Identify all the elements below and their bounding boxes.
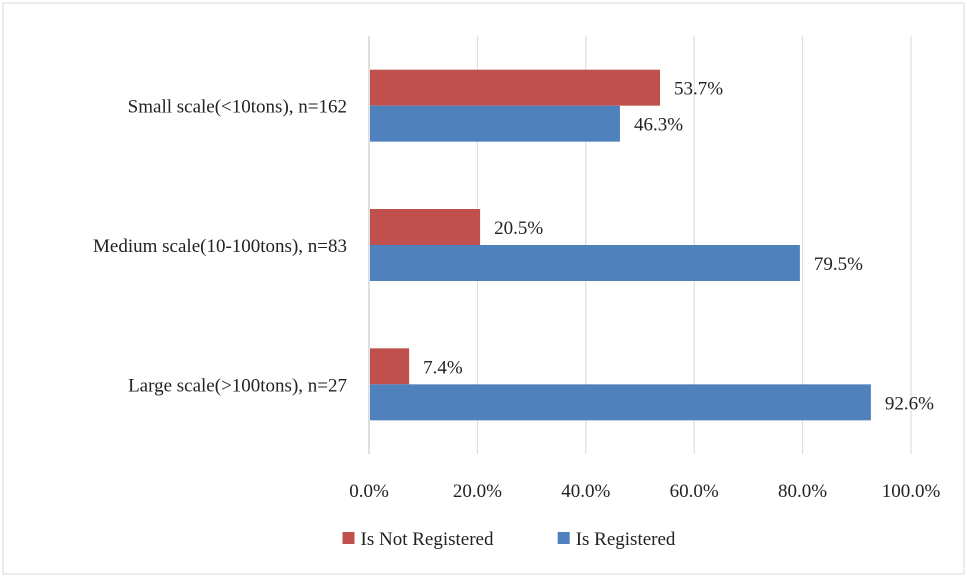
bars <box>370 69 871 421</box>
x-tick-label: 80.0% <box>778 481 827 502</box>
legend-label: Is Not Registered <box>361 529 494 550</box>
x-tick-label: 20.0% <box>453 481 502 502</box>
x-tick-label: 40.0% <box>561 481 610 502</box>
data-label: 46.3% <box>634 115 683 136</box>
category-label: Large scale(>100tons), n=27 <box>128 375 347 396</box>
x-tick-label: 100.0% <box>882 481 941 502</box>
category-label: Small scale(<10tons), n=162 <box>128 97 347 118</box>
data-label: 7.4% <box>423 357 463 378</box>
bar <box>370 348 410 385</box>
x-tick-label: 0.0% <box>349 481 389 502</box>
data-label: 92.6% <box>885 393 934 414</box>
axes: 0.0% 20.0% 40.0% 60.0% 80.0% 100.0% Small scal… <box>93 36 940 502</box>
bar <box>370 384 871 421</box>
bar <box>370 105 620 142</box>
category-label: Medium scale(10-100tons), n=83 <box>93 236 347 257</box>
data-label: 53.7% <box>674 79 723 100</box>
legend-swatch <box>557 532 570 544</box>
bar <box>370 209 481 245</box>
legend-swatch <box>342 532 355 544</box>
data-label: 20.5% <box>494 218 543 239</box>
x-tick-label: 60.0% <box>670 481 719 502</box>
bar <box>370 69 661 106</box>
data-labels: 53.7% 46.3% 20.5% 79.5% 7.4% 92.6% <box>423 79 934 415</box>
legend-label: Is Registered <box>576 529 676 550</box>
data-label: 79.5% <box>814 254 863 275</box>
bar <box>370 245 800 281</box>
legend: Is Not Registered Is Registered <box>342 529 676 550</box>
